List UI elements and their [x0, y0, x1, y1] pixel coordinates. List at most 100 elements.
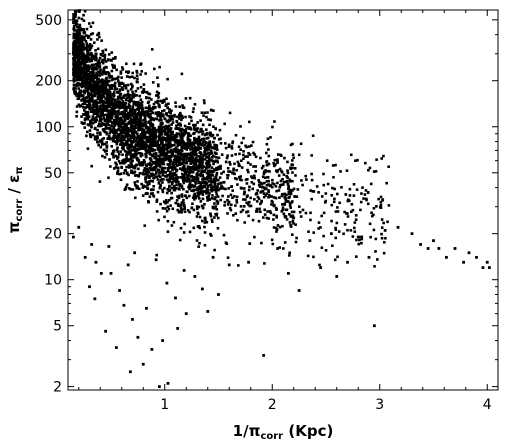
data-point — [84, 77, 88, 80]
data-point — [121, 161, 124, 165]
data-point — [188, 126, 192, 129]
data-point — [226, 203, 230, 206]
data-point — [305, 178, 308, 181]
data-point — [116, 122, 119, 126]
data-point — [72, 21, 75, 24]
data-point — [147, 126, 151, 129]
data-point — [204, 152, 208, 156]
data-point — [257, 197, 261, 201]
data-point — [126, 127, 130, 131]
data-point — [94, 112, 97, 116]
data-point — [216, 166, 220, 169]
data-point — [90, 59, 94, 63]
data-point — [207, 194, 211, 198]
data-point — [154, 117, 157, 121]
data-point — [216, 216, 220, 220]
data-point — [243, 221, 247, 224]
data-point — [145, 110, 149, 113]
data-point — [169, 204, 172, 207]
data-point — [81, 102, 85, 106]
data-point — [161, 159, 164, 163]
data-point — [198, 226, 202, 230]
data-point — [205, 165, 209, 169]
data-point — [267, 190, 270, 194]
data-point — [138, 172, 142, 175]
data-point — [245, 195, 249, 199]
data-point — [74, 34, 78, 38]
data-point — [219, 141, 223, 145]
data-point — [76, 78, 79, 81]
data-point — [135, 80, 139, 83]
data-point — [87, 55, 90, 59]
data-point — [205, 191, 209, 195]
data-point — [279, 179, 283, 183]
data-point — [203, 148, 207, 152]
data-point — [230, 203, 233, 207]
data-point — [112, 106, 116, 110]
data-point — [288, 202, 292, 205]
data-point — [139, 85, 143, 89]
data-point — [291, 142, 294, 146]
data-point — [106, 102, 110, 105]
data-point — [105, 132, 109, 136]
data-point — [83, 65, 86, 68]
data-point — [366, 191, 370, 194]
data-point — [104, 329, 108, 333]
data-point — [116, 102, 120, 105]
data-point — [143, 142, 147, 146]
data-point — [267, 189, 270, 192]
data-point — [195, 129, 199, 133]
data-point — [201, 174, 205, 177]
data-point — [186, 209, 190, 212]
data-point — [177, 123, 180, 127]
data-point — [265, 160, 268, 164]
data-point — [114, 166, 118, 169]
data-point — [144, 185, 147, 188]
data-point — [204, 141, 208, 144]
data-point — [138, 103, 141, 106]
data-point — [149, 188, 153, 192]
data-point — [226, 154, 229, 157]
data-point — [252, 151, 255, 155]
data-point — [116, 172, 119, 175]
data-point — [382, 221, 385, 225]
data-point — [104, 78, 108, 82]
data-point — [209, 232, 212, 236]
data-point — [151, 131, 155, 135]
data-point — [143, 117, 147, 121]
data-point — [182, 187, 185, 191]
data-point — [276, 158, 279, 161]
data-point — [280, 210, 284, 213]
data-point — [132, 155, 135, 159]
data-point — [380, 232, 383, 236]
data-point — [123, 105, 127, 108]
data-point — [79, 104, 83, 107]
data-point — [200, 169, 203, 172]
data-point — [103, 84, 107, 87]
data-point — [151, 81, 155, 84]
data-point — [137, 144, 141, 147]
data-point — [77, 82, 80, 85]
data-point — [136, 157, 139, 160]
data-point — [151, 160, 155, 164]
data-point — [255, 207, 259, 211]
data-point — [142, 89, 145, 93]
data-point — [197, 130, 201, 134]
data-point — [247, 260, 250, 264]
data-point — [93, 297, 97, 301]
data-point — [149, 138, 153, 141]
data-point — [113, 83, 116, 87]
data-point — [182, 174, 186, 177]
data-point — [105, 145, 108, 149]
data-point — [96, 97, 100, 100]
data-point — [84, 106, 87, 110]
data-point — [265, 151, 268, 155]
data-point — [113, 64, 116, 68]
data-point — [90, 73, 94, 76]
data-point — [207, 156, 211, 160]
data-point — [248, 200, 251, 204]
data-point — [142, 112, 146, 115]
data-point — [114, 154, 118, 158]
data-point — [118, 88, 122, 91]
data-point — [103, 123, 106, 126]
